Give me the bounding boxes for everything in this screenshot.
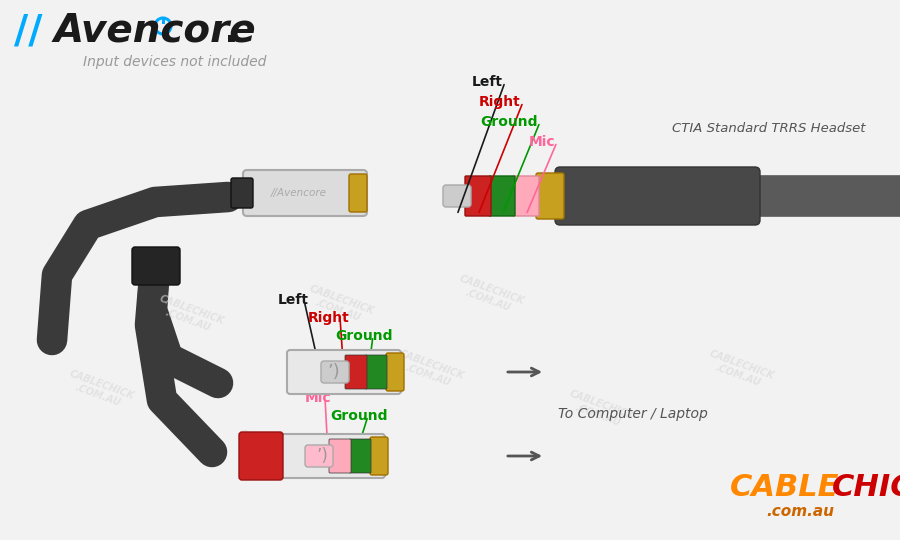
Text: CABLECHICK
.COM.AU: CABLECHICK .COM.AU [234, 428, 306, 472]
Text: Right: Right [308, 311, 350, 325]
FancyBboxPatch shape [443, 185, 471, 207]
Text: CABLECHICK
.COM.AU: CABLECHICK .COM.AU [704, 348, 776, 392]
Text: .: . [224, 12, 238, 50]
Text: CHICK: CHICK [832, 474, 900, 503]
Text: CABLECHICK
.COM.AU: CABLECHICK .COM.AU [454, 273, 526, 317]
FancyBboxPatch shape [271, 434, 385, 478]
Text: Avencore: Avencore [54, 12, 256, 50]
Text: Ground: Ground [481, 115, 538, 129]
Text: Mic: Mic [528, 135, 555, 149]
Text: CTIA Standard TRRS Headset: CTIA Standard TRRS Headset [672, 122, 866, 134]
Text: .com.au: .com.au [766, 504, 834, 519]
FancyBboxPatch shape [243, 170, 367, 216]
FancyBboxPatch shape [329, 439, 351, 473]
Text: CABLE: CABLE [730, 474, 840, 503]
Text: CABLECHICK
.COM.AU: CABLECHICK .COM.AU [154, 293, 226, 337]
FancyBboxPatch shape [536, 173, 564, 219]
Text: To Computer / Laptop: To Computer / Laptop [558, 407, 707, 421]
FancyBboxPatch shape [513, 176, 539, 216]
Text: ’): ’) [328, 363, 340, 381]
FancyBboxPatch shape [555, 167, 760, 225]
Text: ’): ’) [316, 447, 328, 465]
Text: CABLECHICK
.COM.AU: CABLECHICK .COM.AU [304, 283, 376, 327]
Text: Left: Left [278, 293, 309, 307]
FancyBboxPatch shape [321, 361, 349, 383]
Text: //: // [14, 12, 42, 50]
FancyBboxPatch shape [349, 174, 367, 212]
FancyBboxPatch shape [132, 247, 180, 285]
Text: //Avencore: //Avencore [271, 188, 327, 198]
Text: Left: Left [472, 75, 503, 89]
FancyBboxPatch shape [239, 432, 283, 480]
FancyBboxPatch shape [489, 176, 515, 216]
FancyBboxPatch shape [345, 355, 367, 389]
FancyBboxPatch shape [231, 178, 253, 208]
FancyBboxPatch shape [370, 437, 388, 475]
Text: Mic: Mic [305, 391, 331, 405]
Text: CABLECHICK
.COM.AU: CABLECHICK .COM.AU [64, 368, 136, 412]
FancyBboxPatch shape [305, 445, 333, 467]
FancyBboxPatch shape [349, 439, 371, 473]
Text: Ground: Ground [330, 409, 388, 423]
Text: CABLECHICK
.COM.AU: CABLECHICK .COM.AU [394, 348, 466, 392]
Text: CABLECHICK
.COM.AU: CABLECHICK .COM.AU [564, 388, 635, 432]
FancyBboxPatch shape [287, 350, 401, 394]
FancyBboxPatch shape [386, 353, 404, 391]
FancyBboxPatch shape [365, 355, 387, 389]
FancyBboxPatch shape [465, 176, 491, 216]
Text: Input devices not included: Input devices not included [84, 55, 266, 69]
Text: Ground: Ground [335, 329, 392, 343]
Text: Right: Right [479, 95, 521, 109]
